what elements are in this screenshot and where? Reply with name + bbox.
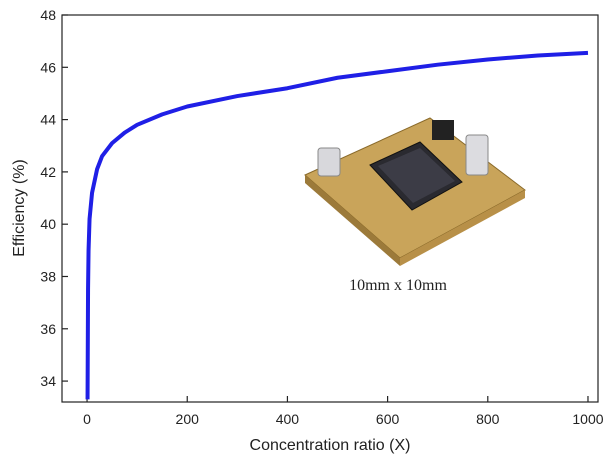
y-tick-label: 34 — [40, 373, 56, 389]
y-tick-label: 48 — [40, 7, 56, 23]
line-series — [85, 50, 589, 400]
x-axis-title: Concentration ratio (X) — [250, 437, 411, 454]
y-tick-label: 44 — [40, 112, 56, 128]
x-tick-label: 200 — [176, 411, 200, 427]
y-tick-label: 38 — [40, 268, 56, 284]
x-tick-label: 400 — [276, 411, 300, 427]
y-tick-label: 40 — [40, 216, 56, 232]
plot-frame — [61, 14, 599, 403]
x-tick-label: 0 — [83, 411, 91, 427]
annotation: 10mm x 10mm — [349, 277, 447, 294]
x-tick-label: 800 — [476, 411, 500, 427]
x-tick-label: 600 — [376, 411, 400, 427]
x-tick-label: 1000 — [572, 411, 603, 427]
inset-photo — [304, 117, 526, 266]
y-axis-title: Efficiency (%) — [11, 159, 28, 257]
y-tick-label: 46 — [40, 59, 56, 75]
y-tick-label: 42 — [40, 164, 56, 180]
y-tick-label: 36 — [40, 321, 56, 337]
